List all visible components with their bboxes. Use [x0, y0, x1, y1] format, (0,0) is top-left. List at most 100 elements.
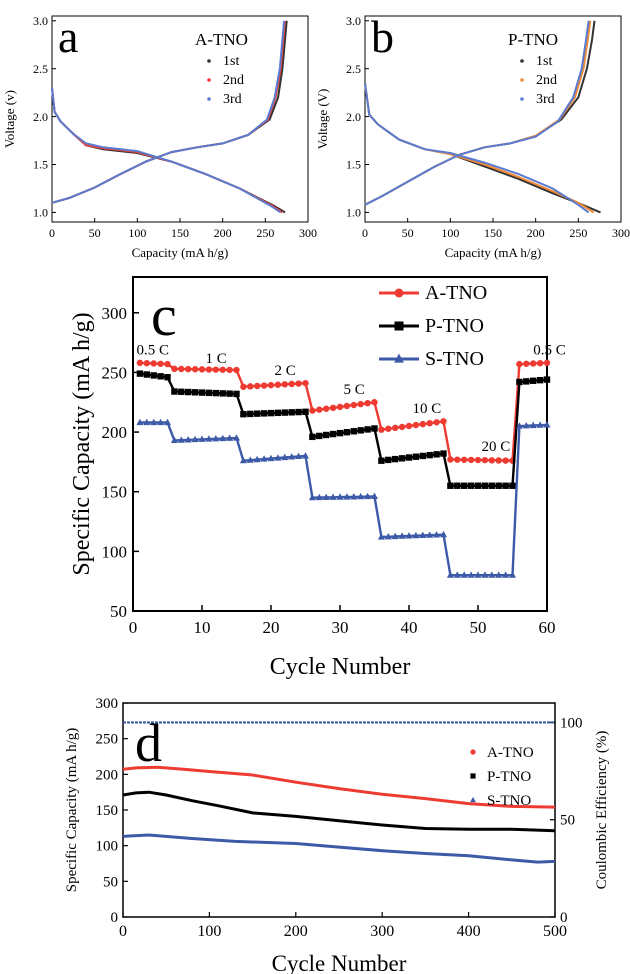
legend-marker — [207, 78, 211, 82]
series-P-TNO-point — [481, 482, 489, 489]
series-A-TNO-point — [488, 457, 495, 464]
x-axis-label: Cycle Number — [270, 654, 411, 680]
series-A-TNO-point — [150, 360, 157, 367]
series-P-TNO-point — [212, 389, 219, 397]
x-tick-label: 0 — [129, 618, 138, 637]
series-S-TNO-point — [446, 571, 454, 578]
series-S-TNO-point — [460, 571, 468, 578]
x-tick-label: 100 — [441, 226, 459, 240]
series-A-TNO-point — [433, 419, 440, 426]
series-3rd-discharge — [364, 82, 590, 214]
series-S-TNO-point — [246, 456, 254, 463]
series-A-TNO-point — [530, 360, 537, 367]
series-P-TNO-point — [433, 451, 440, 458]
series-S-TNO-point — [315, 493, 323, 501]
x-axis-label: Capacity (mA h/g) — [445, 245, 542, 260]
series-S-TNO-point — [488, 571, 496, 578]
y-axis-label: Voltage (v) — [2, 90, 17, 148]
y-tick-label: 150 — [96, 803, 119, 819]
x-axis-label: Capacity (mA h/g) — [132, 245, 229, 260]
series-P-TNO-point — [191, 389, 199, 396]
series-S-TNO-point — [212, 434, 220, 442]
series-S-TNO-point — [439, 530, 448, 538]
series-S-TNO-point — [433, 531, 441, 538]
series-S-TNO-point — [170, 436, 178, 443]
legend-marker — [470, 749, 476, 755]
panel-c: 0 10 20 30 40 50 60 50 100 150 200 250 300 0.5 C 1 C 2 … — [69, 276, 566, 680]
series-S-TNO-point — [157, 418, 165, 426]
y-tick-label: 50 — [103, 874, 118, 890]
plot-frame — [122, 702, 556, 918]
series-P-TNO-point — [371, 425, 378, 432]
series-A-TNO-point — [260, 382, 268, 389]
series-P-TNO-point — [295, 408, 302, 416]
x-tick-label: 200 — [214, 226, 232, 240]
legend-label: 1st — [223, 54, 239, 69]
series-A-TNO-point — [329, 404, 337, 412]
x-tick-label: 250 — [569, 226, 587, 240]
series-A-TNO-point — [288, 380, 295, 388]
legend-title: A-TNO — [195, 30, 248, 49]
series-P-TNO-point — [461, 482, 468, 489]
series-A-TNO-point — [412, 421, 420, 429]
rate-label: 10 C — [412, 401, 441, 417]
y2-tick-label: 0 — [560, 910, 568, 926]
series-A-TNO-point — [357, 400, 364, 408]
y-tick-label: 150 — [102, 483, 128, 502]
series-S-TNO-point — [232, 434, 241, 441]
series-P-TNO-point — [247, 410, 254, 418]
series-P-TNO-point — [516, 378, 523, 386]
series-S-TNO-point — [239, 456, 247, 464]
panel-letter: d — [135, 713, 162, 773]
legend-label: A-TNO — [425, 282, 487, 304]
series-P-TNO-point — [240, 410, 247, 418]
legend-marker — [394, 321, 404, 331]
series-A-TNO-point — [364, 399, 371, 407]
y-axis-label: Specific Capacity (mA h/g) — [64, 728, 80, 893]
y-tick-label: 2.0 — [33, 110, 48, 124]
series-P-TNO-point — [267, 409, 275, 417]
series-3rd-charge — [364, 20, 590, 206]
series-P-TNO-point — [323, 431, 330, 439]
y-tick-label: 3.0 — [33, 14, 48, 28]
x-tick-label: 300 — [299, 226, 317, 240]
series-P-TNO-point — [302, 408, 309, 415]
series-S-TNO-point — [412, 531, 420, 539]
series-A-TNO-point — [502, 457, 509, 464]
y-tick-label: 2.0 — [346, 110, 361, 124]
series-P-TNO-point — [523, 378, 530, 385]
x-tick-label: 300 — [612, 226, 630, 240]
series-P-TNO-point — [288, 409, 295, 416]
series-S-TNO-point — [495, 571, 503, 578]
series-S-TNO-point — [219, 434, 227, 442]
series-A-TNO-point — [178, 365, 185, 373]
series-A-TNO-point — [226, 366, 233, 374]
series-P-TNO-point — [143, 371, 150, 378]
series-P-TNO-point — [398, 455, 406, 462]
rate-label: 1 C — [205, 351, 226, 367]
y2-tick-label: 100 — [560, 715, 583, 731]
y-axis-label: Specific Capacity (mA h/g) — [69, 312, 95, 575]
series-S-TNO-point — [253, 455, 261, 463]
series-P-TNO-point — [440, 450, 447, 457]
rate-label: 5 C — [343, 382, 364, 398]
legend-label: P-TNO — [487, 769, 531, 785]
rate-label: 0.5 C — [533, 343, 566, 359]
x-tick-label: 500 — [543, 923, 567, 940]
series-P-TNO-point — [467, 482, 475, 489]
series-A-TNO-point — [495, 457, 502, 464]
series-S-TNO-point — [426, 531, 434, 538]
series-A-TNO-point — [198, 366, 206, 373]
series-S-TNO-point — [364, 492, 372, 500]
series-S-TNO-point — [281, 453, 289, 461]
series-S-TNO-point — [343, 493, 351, 500]
series-P-TNO-point — [488, 482, 495, 489]
panel-a: 0 50 100 150 200 250 300 1.0 1.5 2.0 2.5 3.0 Capacit… — [2, 11, 317, 260]
series-S-TNO-point — [322, 493, 330, 500]
series-S-TNO-point — [288, 453, 296, 460]
series-A-TNO-point — [267, 381, 275, 389]
x-tick-label: 50 — [89, 226, 101, 240]
series-P-TNO-point — [185, 388, 192, 396]
series-S-TNO-point — [295, 452, 303, 460]
series-P-TNO-point — [219, 390, 226, 397]
